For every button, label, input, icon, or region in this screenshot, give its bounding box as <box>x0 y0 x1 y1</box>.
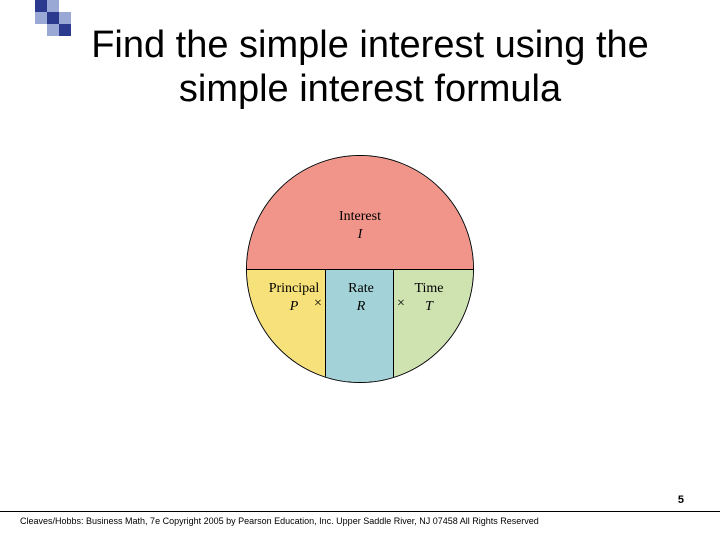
time-name: Time <box>399 280 459 298</box>
time-label: Time T <box>399 280 459 315</box>
multiply-icon: × <box>397 296 405 312</box>
divider-line <box>247 269 473 270</box>
multiply-icon: × <box>314 296 322 312</box>
accent-sq <box>47 12 59 24</box>
rate-label: Rate R <box>337 280 385 315</box>
time-symbol: T <box>399 298 459 316</box>
accent-sq <box>59 12 71 24</box>
formula-diagram: Interest I Principal P Rate R Time T × × <box>0 155 720 383</box>
accent-sq <box>35 24 47 36</box>
interest-label: Interest I <box>247 208 473 243</box>
accent-sq <box>47 0 59 12</box>
accent-sq <box>35 0 47 12</box>
formula-circle: Interest I Principal P Rate R Time T × × <box>246 155 474 383</box>
accent-sq <box>47 24 59 36</box>
rate-symbol: R <box>337 298 385 316</box>
rate-name: Rate <box>337 280 385 298</box>
slide-title: Find the simple interest using the simpl… <box>60 24 680 111</box>
footer-text: Cleaves/Hobbs: Business Math, 7e Copyrig… <box>20 516 539 526</box>
interest-name: Interest <box>247 208 473 226</box>
principal-name: Principal <box>261 280 327 298</box>
footer-rule <box>0 511 720 512</box>
accent-sq <box>35 12 47 24</box>
page-number: 5 <box>678 494 684 506</box>
interest-symbol: I <box>247 226 473 244</box>
accent-sq <box>59 0 71 12</box>
